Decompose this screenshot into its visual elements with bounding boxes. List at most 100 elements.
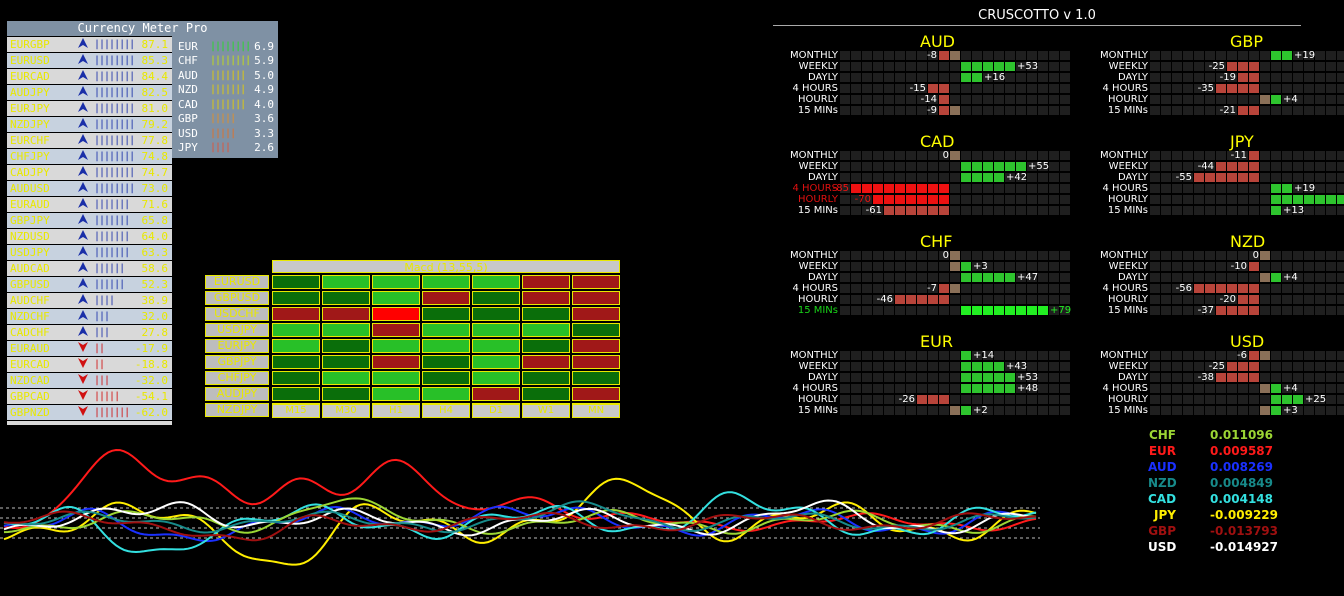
cruscotto-cell: [1304, 262, 1314, 271]
macd-signal-cell: [572, 307, 620, 321]
cruscotto-cell: [1016, 151, 1026, 160]
macd-signal-cell: [422, 371, 470, 385]
cruscotto-value: +4: [1283, 94, 1298, 105]
cruscotto-cell: [1161, 51, 1171, 60]
cruscotto-cell: [1227, 84, 1237, 93]
cruscotto-cell: [917, 406, 927, 415]
cruscotto-cell: [1315, 306, 1325, 315]
meter-pair-name: EURCAD: [10, 358, 50, 371]
cruscotto-cell: [1049, 262, 1059, 271]
cruscotto-cell: [972, 295, 982, 304]
macd-signal-cell: [472, 371, 520, 385]
cruscotto-cell: [917, 73, 927, 82]
cruscotto-cell: [1293, 284, 1303, 293]
cruscotto-cell: [1260, 295, 1270, 304]
cruscotto-cell: [1260, 51, 1270, 60]
cruscotto-cell: [1049, 206, 1059, 215]
cruscotto-cell: [1238, 173, 1248, 182]
cruscotto-cell: [1027, 262, 1037, 271]
cruscotto-cell: [1038, 284, 1048, 293]
cruscotto-cell: [1194, 151, 1204, 160]
cruscotto-cell: [1161, 84, 1171, 93]
cruscotto-cell: [1205, 173, 1215, 182]
cruscotto-cell: [961, 173, 971, 182]
cruscotto-cell: [1337, 73, 1344, 82]
meter-pair-name: EURGBP: [10, 38, 50, 51]
meter-value: -32.0: [134, 374, 168, 387]
cruscotto-timeframe-label: MONTHLY: [1100, 350, 1148, 361]
cruscotto-cell: [884, 106, 894, 115]
cruscotto-block-nzd: NZD MONTHLY 0 WEEKLY -10 DAYLY +4 4 HOURS -56 HOU…: [1072, 232, 1344, 330]
cruscotto-value: -25: [1208, 361, 1225, 372]
cruscotto-cell: [1315, 106, 1325, 115]
cruscotto-cell: [1260, 62, 1270, 71]
cruscotto-cell: [1183, 95, 1193, 104]
cruscotto-cell: [1005, 284, 1015, 293]
down-arrow-icon: [72, 373, 94, 388]
cruscotto-cell: [983, 173, 993, 182]
meter-strength-bars: |||||: [94, 391, 120, 402]
cruscotto-cell: [1027, 284, 1037, 293]
cruscotto-cell: [851, 362, 861, 371]
cruscotto-cell: [1271, 162, 1281, 171]
cruscotto-cell: [1216, 184, 1226, 193]
cruscotto-cell: [1172, 62, 1182, 71]
cruscotto-cell: [1194, 251, 1204, 260]
up-arrow-icon: [72, 133, 94, 148]
cruscotto-cell: [895, 362, 905, 371]
macd-pair-label: EURUSD: [205, 275, 269, 289]
cruscotto-cell: [1172, 406, 1182, 415]
cruscotto-cell: [917, 384, 927, 393]
cruscotto-cell: [1038, 51, 1048, 60]
cruscotto-cell: [950, 84, 960, 93]
cruscotto-timeframe-label: MONTHLY: [790, 350, 838, 361]
cruscotto-cell: [1249, 306, 1259, 315]
cruscotto-cell: [972, 51, 982, 60]
up-arrow-icon: [72, 245, 94, 260]
cruscotto-block-chf: CHF MONTHLY 0 WEEKLY +3 DAYLY +47 4 HOURS -7 HOUR…: [762, 232, 1071, 330]
meter-row: EURCHF |||||||| 77.8: [7, 133, 172, 148]
cruscotto-cell: [840, 206, 850, 215]
cruscotto-cell: [928, 51, 938, 60]
cruscotto-cell: [928, 73, 938, 82]
currency-series-line: [3, 510, 1037, 542]
cruscotto-cell: [1038, 262, 1048, 271]
meter-strength-bars: |||||||||: [94, 55, 134, 66]
cruscotto-cell: [1326, 106, 1336, 115]
legend-value: 0.004849: [1210, 476, 1274, 490]
meter-strength-bars: |||||||||: [94, 87, 134, 98]
cruscotto-cell: [1205, 384, 1215, 393]
meter-strength-bars: |||: [94, 327, 110, 338]
cruscotto-cell: [840, 295, 850, 304]
cruscotto-cell: [1304, 273, 1314, 282]
meter-strength-bars: |||||||||: [94, 71, 134, 82]
meter-strength-bars: |||||||: [94, 247, 130, 258]
cruscotto-cell: [1282, 95, 1292, 104]
cruscotto-cell: [1150, 195, 1160, 204]
cruscotto-cell: [928, 184, 938, 193]
cruscotto-cell: [895, 295, 905, 304]
cruscotto-cell: [961, 106, 971, 115]
down-arrow-icon: [72, 341, 94, 356]
cruscotto-cell: [1304, 95, 1314, 104]
cruscotto-cell: [1260, 373, 1270, 382]
cruscotto-cell: [840, 284, 850, 293]
cruscotto-cell: [1161, 351, 1171, 360]
cruscotto-cell: [1060, 95, 1070, 104]
macd-signal-cell: [522, 307, 570, 321]
cruscotto-cell: [1016, 351, 1026, 360]
cruscotto-cell: [961, 284, 971, 293]
cruscotto-cell: [939, 73, 949, 82]
meter-strength-bars: ||||||: [94, 279, 125, 290]
meter-pair-name: AUDCHF: [10, 294, 50, 307]
cruscotto-cell: [917, 151, 927, 160]
cruscotto-cell: [1337, 384, 1344, 393]
cruscotto-cell: [1005, 173, 1015, 182]
cruscotto-cell: [1337, 84, 1344, 93]
cruscotto-cell: [1282, 384, 1292, 393]
cruscotto-cell: [1293, 195, 1303, 204]
up-arrow-icon: [72, 53, 94, 68]
strength-bars: ||||: [210, 142, 231, 154]
cruscotto-cell: [1027, 73, 1037, 82]
cruscotto-cell: [895, 373, 905, 382]
